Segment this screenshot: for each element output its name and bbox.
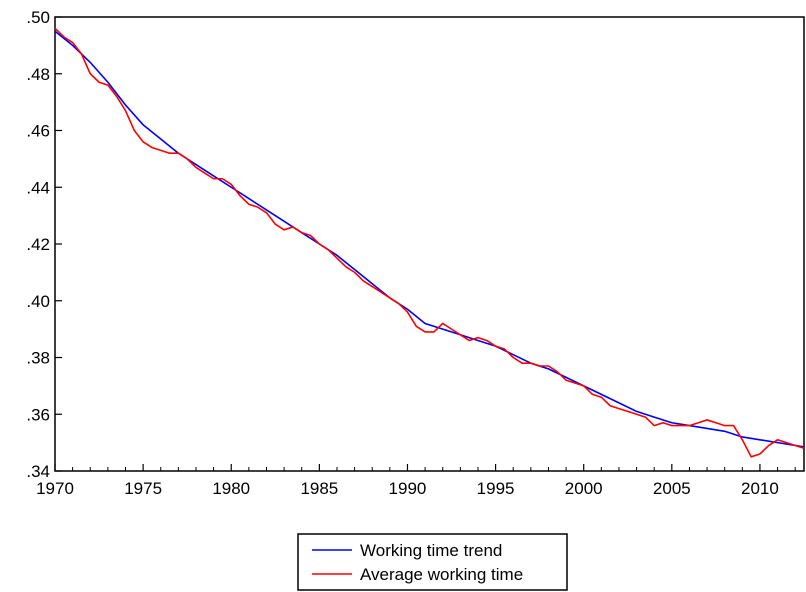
- y-tick-label: .44: [26, 178, 50, 197]
- series-line-working-time-trend: [54, 30, 805, 448]
- y-tick-label: .36: [26, 405, 50, 424]
- plot-area-frame: [54, 16, 805, 472]
- legend-label-average-working-time: Average working time: [360, 565, 523, 584]
- legend: Working time trend Average working time: [297, 533, 568, 591]
- y-tick-label: .50: [26, 8, 50, 27]
- x-tick-label: 1990: [389, 479, 427, 498]
- y-tick-label: .42: [26, 235, 50, 254]
- x-tick-label: 2010: [741, 479, 779, 498]
- y-tick-label: .48: [26, 65, 50, 84]
- legend-box: [297, 533, 568, 591]
- y-tick-label: .34: [26, 462, 50, 481]
- x-tick-label: 1975: [124, 479, 162, 498]
- x-tick-label: 2005: [653, 479, 691, 498]
- legend-label-working-time-trend: Working time trend: [360, 541, 502, 560]
- x-axis-ticks: 1970 1975 1980 1985 1990 1995 2000 2005 2010: [36, 464, 796, 498]
- x-tick-label: 1970: [36, 479, 74, 498]
- y-tick-label: .38: [26, 349, 50, 368]
- x-tick-label: 1985: [300, 479, 338, 498]
- series-layer: [54, 27, 805, 458]
- x-tick-label: 2000: [565, 479, 603, 498]
- y-tick-label: .40: [26, 292, 50, 311]
- series-line-average-working-time: [54, 27, 805, 458]
- x-tick-label: 1980: [212, 479, 250, 498]
- y-tick-label: .46: [26, 122, 50, 141]
- y-axis-ticks: .34 .36 .38 .40 .42 .44 .46 .48 .50: [26, 8, 62, 481]
- x-tick-label: 1995: [477, 479, 515, 498]
